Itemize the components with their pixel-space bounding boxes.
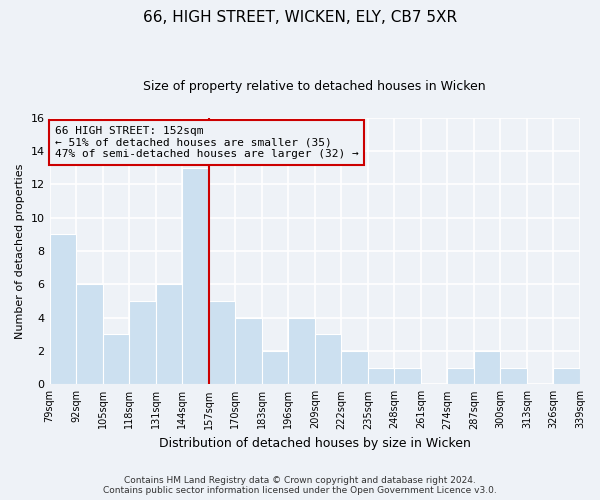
X-axis label: Distribution of detached houses by size in Wicken: Distribution of detached houses by size … <box>159 437 471 450</box>
Bar <box>155 284 182 384</box>
Bar <box>341 351 368 384</box>
Bar <box>368 368 394 384</box>
Bar <box>76 284 103 384</box>
Bar <box>103 334 129 384</box>
Bar <box>129 301 155 384</box>
Bar <box>315 334 341 384</box>
Text: 66, HIGH STREET, WICKEN, ELY, CB7 5XR: 66, HIGH STREET, WICKEN, ELY, CB7 5XR <box>143 10 457 25</box>
Bar <box>448 368 474 384</box>
Bar <box>288 318 315 384</box>
Bar <box>209 301 235 384</box>
Y-axis label: Number of detached properties: Number of detached properties <box>15 164 25 338</box>
Bar <box>262 351 288 384</box>
Title: Size of property relative to detached houses in Wicken: Size of property relative to detached ho… <box>143 80 486 93</box>
Bar <box>500 368 527 384</box>
Bar <box>553 368 580 384</box>
Text: 66 HIGH STREET: 152sqm
← 51% of detached houses are smaller (35)
47% of semi-det: 66 HIGH STREET: 152sqm ← 51% of detached… <box>55 126 359 159</box>
Bar <box>474 351 500 384</box>
Bar <box>182 168 209 384</box>
Text: Contains HM Land Registry data © Crown copyright and database right 2024.
Contai: Contains HM Land Registry data © Crown c… <box>103 476 497 495</box>
Bar <box>50 234 76 384</box>
Bar <box>394 368 421 384</box>
Bar <box>235 318 262 384</box>
